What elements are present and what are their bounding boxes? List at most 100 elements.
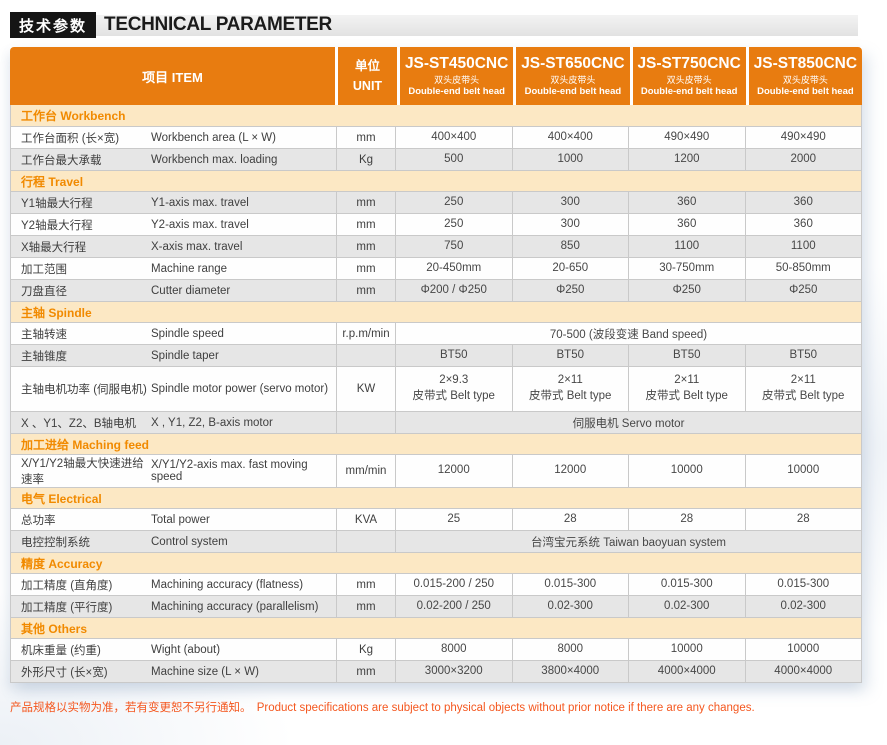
section-header-row: 精度 Accuracy: [11, 552, 861, 573]
item-label-en: Workbench area (L × W): [151, 131, 276, 144]
value-cell-model-3: 30-750mm: [628, 258, 745, 279]
table-row: 加工精度 (直角度) Machining accuracy (flatness) m…: [11, 573, 861, 595]
table-row: 加工精度 (平行度) Machining accuracy (parallelis…: [11, 595, 861, 617]
model-subtitle-en: Double-end belt head: [757, 86, 854, 98]
model-name: JS-ST750CNC: [637, 55, 741, 72]
value-cell-model-1: 12000: [437, 464, 470, 477]
footer-note-cn: 产品规格以实物为准，若有变更恕不另行通知。: [10, 702, 252, 714]
section-header-row: 其他 Others: [11, 617, 861, 638]
item-label-cn: X/Y1/Y2轴最大快速进给速率: [21, 458, 144, 486]
value-cell-span: 台湾宝元系统 Taiwan baoyuan system: [531, 536, 726, 549]
unit-cell: mm: [336, 214, 396, 235]
value-cell-model-1: 0.015-200 / 250: [413, 577, 495, 590]
item-label-en: Workbench max. loading: [151, 153, 278, 166]
item-label-cn: 工作台最大承载: [21, 154, 102, 167]
unit-cell: Kg: [336, 639, 396, 660]
value-cell-model-4: 2×11 皮带式 Belt type: [744, 367, 862, 411]
item-label-en: X/Y1/Y2-axis max. fast moving speed: [151, 459, 308, 483]
item-label-cn: 加工范围: [21, 263, 67, 276]
value-cell-model-3: 360: [628, 214, 745, 235]
footer-note: 产品规格以实物为准，若有变更恕不另行通知。 Product specificat…: [10, 699, 757, 715]
value-cell-span: 70-500 (波段变速 Band speed): [549, 328, 708, 341]
item-label-en: X-axis max. travel: [151, 240, 243, 253]
item-label-en: Total power: [151, 513, 210, 526]
unit-cell: Kg: [336, 149, 396, 170]
table-row: X/Y1/Y2轴最大快速进给速率 X/Y1/Y2-axis max. fast m…: [11, 454, 861, 487]
value-cell-model-1: 2×9.3 皮带式 Belt type: [412, 374, 495, 402]
table-row: 电控控制系统 Control system 台湾宝元系统 Taiwan baoyua…: [11, 530, 861, 552]
value-cell-model-1: BT50: [440, 348, 468, 361]
item-label-en: Machine range: [151, 262, 228, 275]
table-row: 主轴转速 Spindle speed r.p.m/min 70-500 (波段变速 B…: [11, 322, 861, 344]
value-cell-model-1: 0.02-200 / 250: [416, 599, 491, 612]
page-title-bar: 技术参数 TECHNICAL PARAMETER: [10, 12, 858, 38]
value-cell-model-4: 0.015-300: [744, 574, 862, 595]
table-row: 工作台面积 (长×宽) Workbench area (L × W) mm 400×4…: [11, 126, 861, 148]
unit-cell: [336, 412, 396, 433]
value-cell-model-3: 2×11 皮带式 Belt type: [628, 367, 745, 411]
item-label-cn: Y2轴最大行程: [21, 219, 93, 232]
table-row: Y2轴最大行程 Y2-axis max. travel mm 250 300 360 360: [11, 213, 861, 235]
value-cell-model-4: 2000: [744, 149, 862, 170]
table-row: 主轴锥度 Spindle taper BT50 BT50 BT50 BT50: [11, 344, 861, 366]
value-cell-model-4: 28: [744, 509, 862, 530]
model-name: JS-ST650CNC: [521, 55, 625, 72]
value-cell-model-1: 25: [447, 512, 461, 525]
value-cell-model-3: Φ250: [628, 280, 745, 301]
value-cell-model-1: 8000: [440, 642, 467, 655]
unit-cell: mm: [336, 574, 396, 595]
table-row: 主轴电机功率 (伺服电机) Spindle motor power (servo …: [11, 366, 861, 411]
model-subtitle-cn: 双头皮带头: [782, 74, 828, 85]
title-strip: TECHNICAL PARAMETER: [96, 14, 858, 36]
unit-header-en: UNIT: [352, 79, 383, 93]
item-label-en: Y2-axis max. travel: [151, 218, 249, 231]
value-cell-model-3: 1100: [628, 236, 745, 257]
table-header-row: 项目 ITEM 单位 UNIT JS-ST450CNC 双头皮带头 Double-e…: [10, 47, 862, 105]
model-subtitle-cn: 双头皮带头: [434, 74, 480, 85]
unit-cell: mm/min: [336, 455, 396, 487]
value-cell-model-2: 12000: [511, 455, 629, 487]
value-cell-model-2: 8000: [511, 639, 629, 660]
unit-cell: r.p.m/min: [336, 323, 396, 344]
value-cell-model-3: 0.015-300: [628, 574, 745, 595]
unit-cell: [336, 345, 396, 366]
table-row: Y1轴最大行程 Y1-axis max. travel mm 250 300 360 360: [11, 191, 861, 213]
value-cell-model-3: 1200: [628, 149, 745, 170]
table-row: 总功率 Total power KVA 25 28 28 28: [11, 508, 861, 530]
value-cell-model-2: 28: [511, 509, 629, 530]
value-cell-model-3: 28: [628, 509, 745, 530]
value-cell-model-4: 10000: [744, 455, 862, 487]
item-label-cn: 主轴电机功率 (伺服电机): [21, 384, 147, 396]
column-header-item: 项目 ITEM: [10, 47, 335, 105]
item-label-cn: 机床重量 (约重): [21, 644, 101, 657]
unit-cell: mm: [336, 258, 396, 279]
value-cell-model-2: 0.015-300: [511, 574, 629, 595]
model-subtitle-en: Double-end belt head: [640, 86, 738, 98]
value-cell-model-4: 360: [744, 214, 862, 235]
value-cell-model-2: 2×11 皮带式 Belt type: [511, 367, 629, 411]
table-body: 工作台 Workbench 工作台面积 (长×宽) Workbench area (…: [10, 105, 862, 683]
item-label-en: Cutter diameter: [151, 284, 231, 297]
item-label-cn: 加工精度 (平行度): [21, 601, 113, 614]
table-row: 机床重量 (约重) Wight (about) Kg 8000 8000 10000 100…: [11, 638, 861, 660]
unit-cell: mm: [336, 236, 396, 257]
value-cell-model-3: 10000: [628, 639, 745, 660]
item-label-cn: 总功率: [21, 514, 56, 527]
value-cell-model-1: 250: [444, 195, 464, 208]
value-cell-model-2: 300: [511, 214, 629, 235]
item-label-cn: X 、Y1、Z2、B轴电机: [21, 417, 137, 430]
value-cell-model-4: 10000: [744, 639, 862, 660]
value-cell-model-3: 0.02-300: [628, 596, 745, 617]
value-cell-model-2: 0.02-300: [511, 596, 629, 617]
item-label-cn: 外形尺寸 (长×宽): [21, 666, 108, 679]
column-header-model-2: JS-ST650CNC 双头皮带头 Double-end belt head: [516, 47, 630, 105]
item-label-en: Machining accuracy (flatness): [151, 578, 304, 591]
value-cell-model-2: BT50: [511, 345, 629, 366]
value-cell-model-4: 1100: [744, 236, 862, 257]
item-label-en: Spindle speed: [151, 327, 224, 340]
value-cell-model-2: 20-650: [511, 258, 629, 279]
value-cell-model-1: 400×400: [431, 130, 477, 143]
value-cell-model-2: 3800×4000: [511, 661, 629, 682]
section-header-row: 行程 Travel: [11, 170, 861, 191]
